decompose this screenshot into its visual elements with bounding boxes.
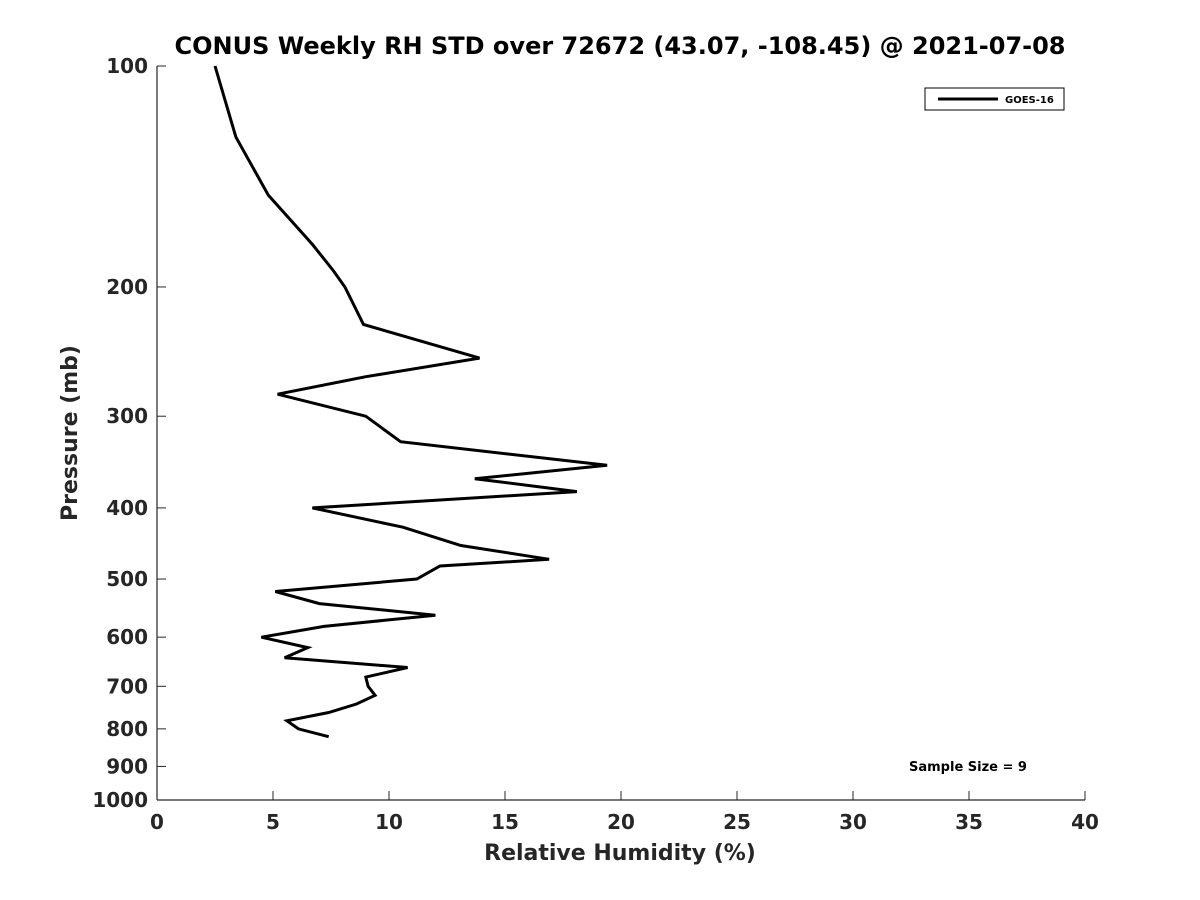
y-tick-label: 500 [106, 567, 148, 591]
y-tick-label: 100 [106, 54, 148, 78]
series-layer [213, 65, 608, 739]
chart-title: CONUS Weekly RH STD over 72672 (43.07, -… [174, 32, 1065, 60]
y-tick-label: 1000 [92, 788, 148, 812]
y-tick-label: 900 [106, 754, 148, 778]
x-tick-label: 0 [150, 810, 164, 834]
sample-size-annotation: Sample Size = 9 [909, 760, 1027, 775]
x-tick-label: 35 [955, 810, 983, 834]
x-tick-label: 40 [1071, 810, 1099, 834]
y-tick-label: 300 [106, 404, 148, 428]
x-tick-label: 30 [839, 810, 867, 834]
y-tick-label: 700 [106, 674, 148, 698]
y-tick-label: 600 [106, 625, 148, 649]
legend: GOES-16 [924, 87, 1065, 111]
x-tick-label: 25 [723, 810, 751, 834]
series-line-goes-16 [213, 65, 608, 739]
x-tick-label: 5 [266, 810, 280, 834]
x-axis-label: Relative Humidity (%) [484, 841, 756, 866]
y-tick-label: 400 [106, 496, 148, 520]
x-tick-label: 10 [375, 810, 403, 834]
y-axis-label: Pressure (mb) [58, 345, 83, 521]
legend-label-goes-16: GOES-16 [1005, 95, 1054, 106]
axes: 0 5 10 15 20 25 30 35 40 100 200 300 400 500 600 700 800… [92, 54, 1099, 834]
y-tick-label: 800 [106, 717, 148, 741]
x-tick-label: 15 [491, 810, 519, 834]
y-tick-label: 200 [106, 275, 148, 299]
x-tick-label: 20 [607, 810, 635, 834]
